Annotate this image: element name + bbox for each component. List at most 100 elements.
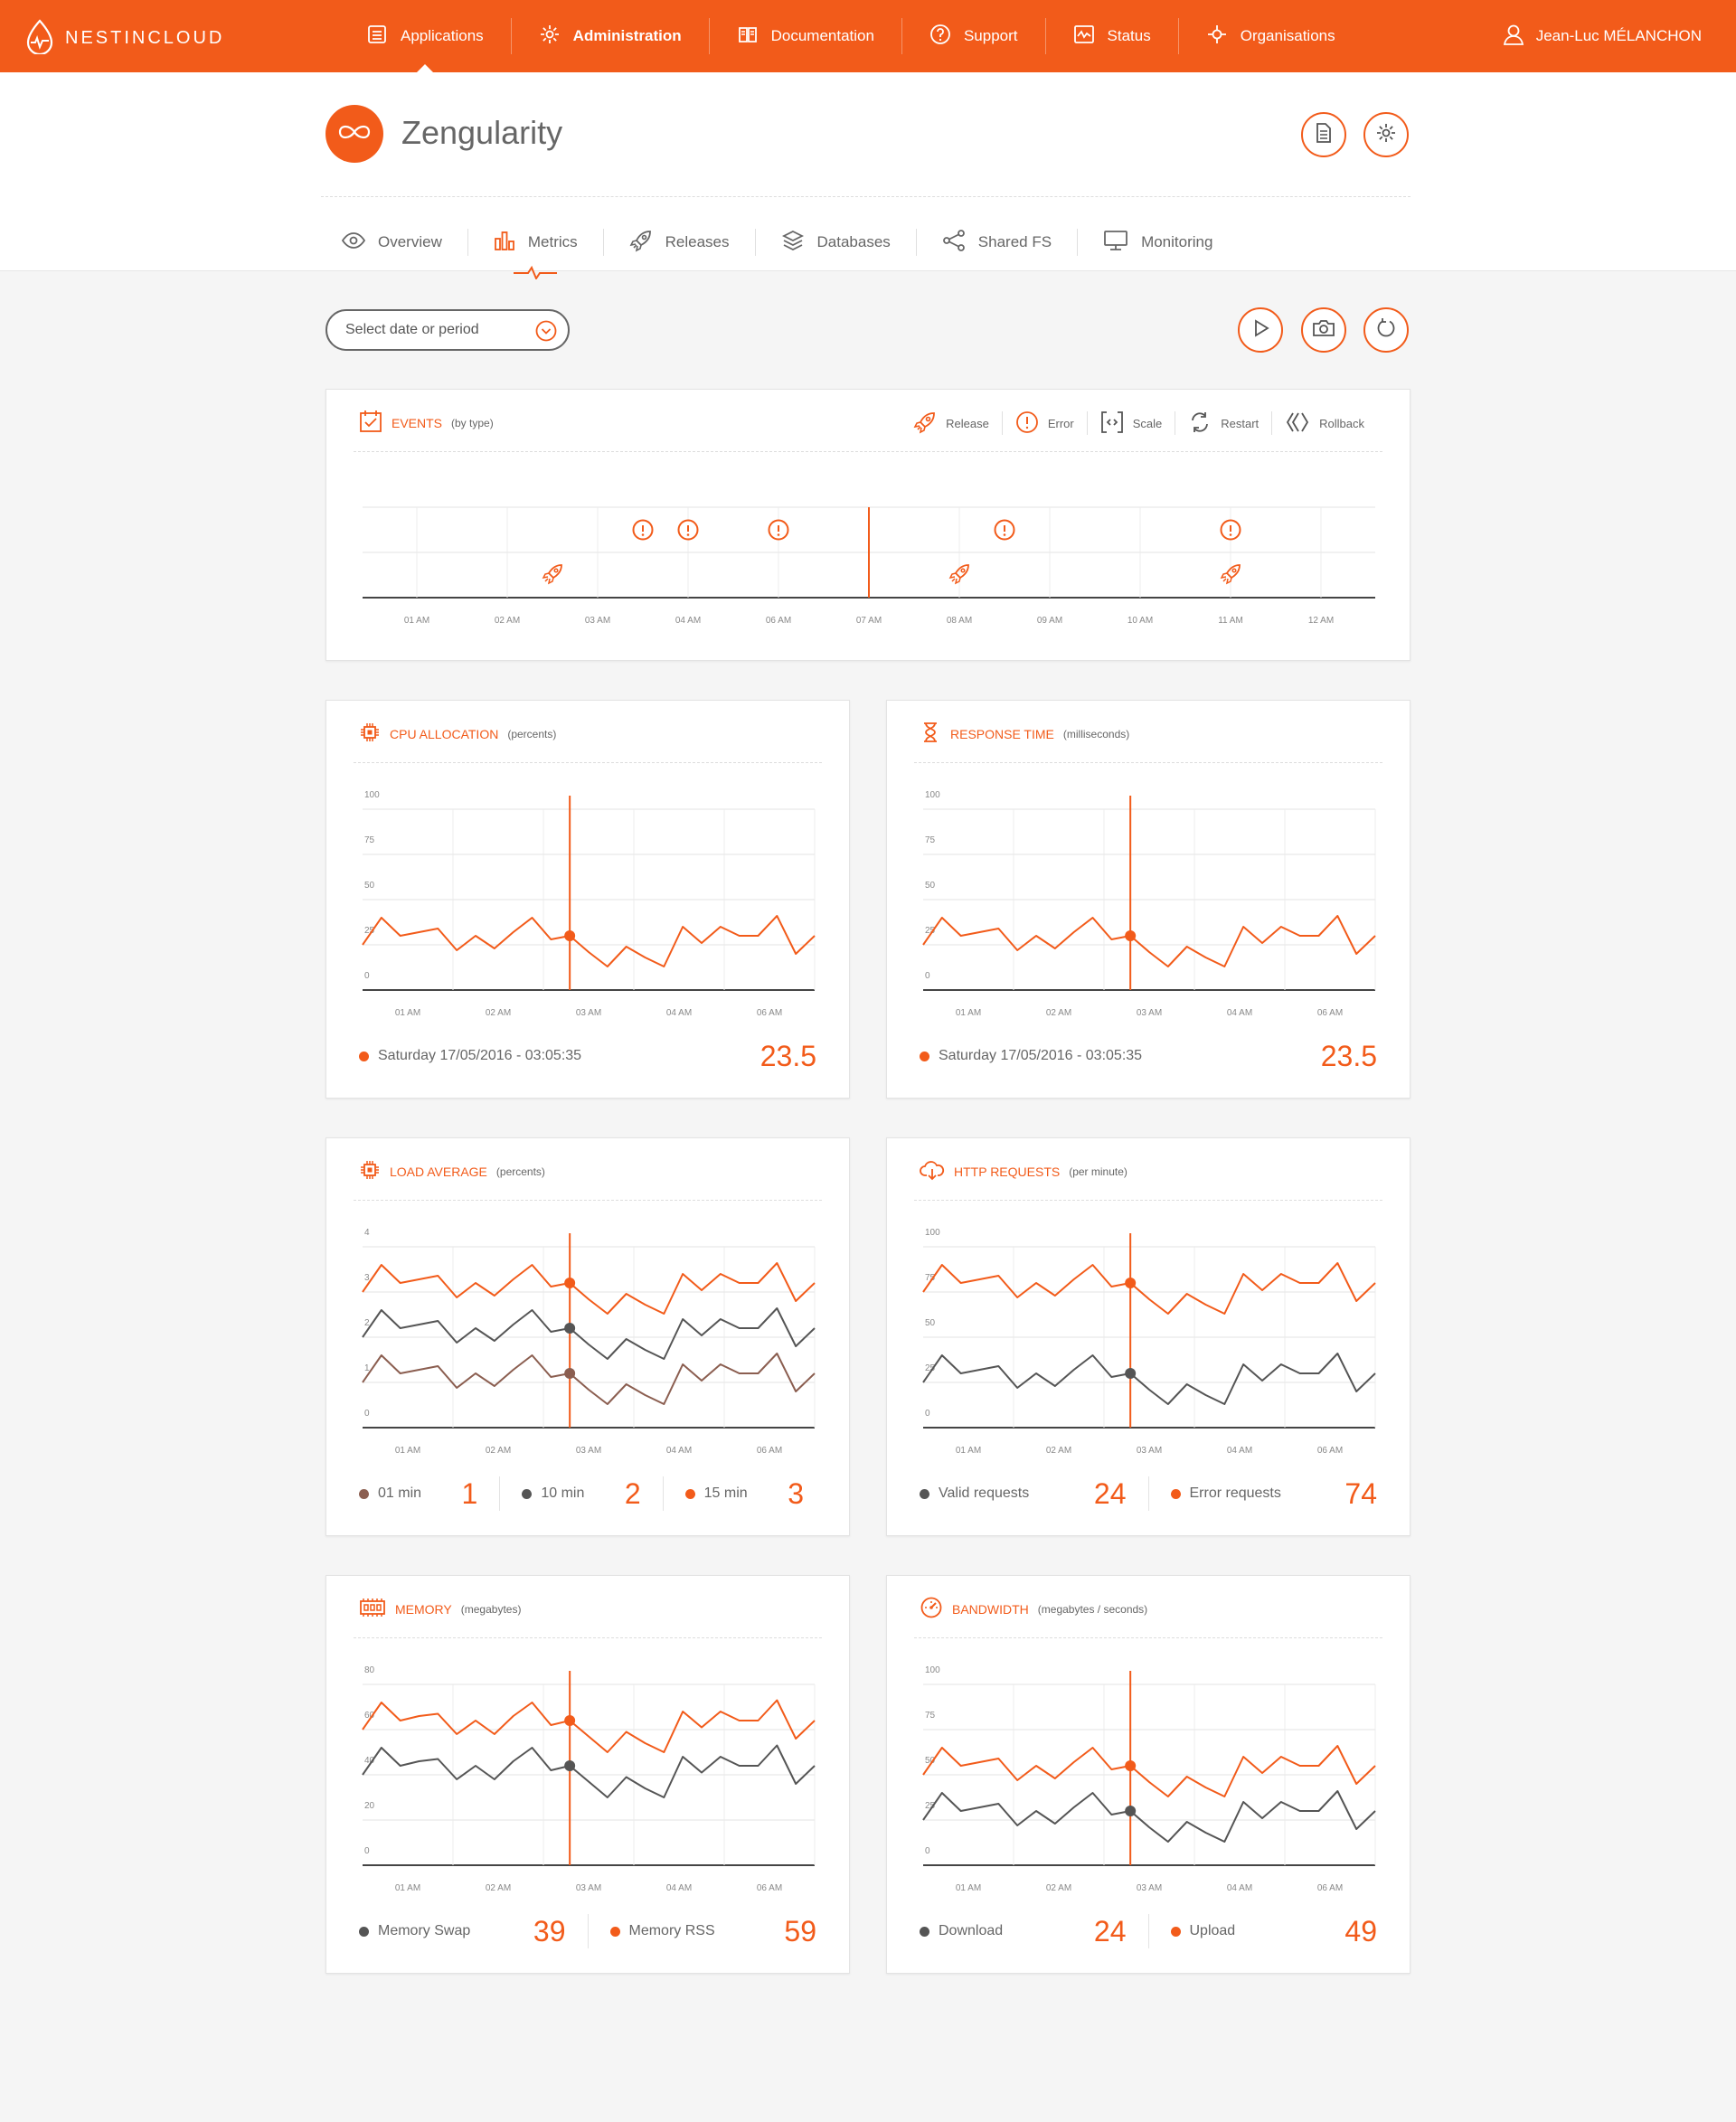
nav-item-applications[interactable]: Applications	[339, 0, 511, 73]
footer-value: 24	[1093, 1476, 1127, 1510]
y-tick-label: 80	[364, 1665, 375, 1675]
events-header: EVENTS (by type)	[359, 410, 1377, 437]
nav-item-administration[interactable]: Administration	[512, 0, 709, 72]
footer-stat: Download 24	[920, 1915, 1139, 1948]
cursor-point	[564, 1368, 576, 1379]
footer-stat: Memory Swap 39	[359, 1915, 579, 1948]
scale-icon	[1100, 410, 1124, 437]
x-tick-label: 02 AM	[1046, 1446, 1071, 1456]
x-tick-label: 01 AM	[395, 1008, 420, 1018]
legend-restart[interactable]: Restart	[1175, 410, 1271, 437]
footer-value: 23.5	[760, 1039, 816, 1072]
release-marker-window	[1231, 568, 1237, 573]
http-requests-chart: 100 75 50 25 0 01 AM 02 AM 03 AM 04 AM 06 AM	[922, 1228, 1376, 1456]
app-document-button[interactable]	[1301, 112, 1346, 157]
main-nav: Applications Administration Documentatio…	[339, 0, 1363, 73]
legend-rollback[interactable]: Rollback	[1272, 410, 1377, 437]
response-time-card: RESPONSE TIME (milliseconds) 100 75 50 25 0 0…	[886, 700, 1410, 1099]
tab-overview[interactable]: Overview	[316, 222, 467, 262]
nav-item-documentation[interactable]: Documentation	[710, 0, 901, 72]
user-icon	[1502, 23, 1525, 51]
footer-value: 49	[1344, 1914, 1377, 1948]
footer-separator	[1147, 1476, 1149, 1511]
card-footer: Memory Swap 39 Memory RSS 59	[359, 1913, 816, 1949]
cursor-point	[564, 1278, 576, 1288]
footer-label: 15 min	[703, 1485, 748, 1501]
x-tick-label: 02 AM	[486, 1883, 511, 1893]
series-line	[922, 1790, 1376, 1843]
series-line	[922, 1262, 1376, 1315]
y-tick-label: 0	[925, 971, 930, 981]
y-tick-label: 0	[364, 1409, 370, 1419]
legend-scale[interactable]: Scale	[1088, 410, 1175, 437]
refresh-button[interactable]	[1363, 307, 1409, 353]
nav-item-status[interactable]: Status	[1046, 0, 1178, 72]
release-event-marker	[948, 564, 969, 585]
card-footer: 01 min 1 10 min 2 15 min 3	[359, 1476, 816, 1512]
series-dot	[522, 1488, 533, 1499]
y-tick-label: 1	[364, 1363, 370, 1373]
app-settings-button[interactable]	[1363, 112, 1409, 157]
x-tick-label: 06 AM	[1317, 1883, 1343, 1893]
nav-item-support[interactable]: Support	[902, 0, 1045, 72]
series-line	[362, 1353, 816, 1405]
x-tick-label: 02 AM	[495, 616, 520, 626]
y-tick-label: 100	[364, 790, 380, 800]
x-tick-label: 03 AM	[576, 1446, 601, 1456]
tab-shared-fs[interactable]: Shared FS	[917, 222, 1077, 262]
tab-releases[interactable]: Releases	[604, 222, 755, 262]
release-marker-fins	[542, 572, 554, 585]
period-select[interactable]: Select date or period	[326, 309, 570, 351]
events-timeline: 01 AM 02 AM 03 AM 04 AM 06 AM 07 AM 08 AM 09 AM…	[363, 506, 1375, 626]
legend-label: Rollback	[1319, 416, 1364, 430]
tab-databases[interactable]: Databases	[756, 222, 916, 262]
cursor-point	[564, 1760, 576, 1771]
x-tick-label: 06 AM	[1317, 1446, 1343, 1456]
network-icon	[1206, 24, 1228, 50]
card-header: CPU ALLOCATION (percents)	[359, 721, 816, 748]
y-tick-label: 0	[364, 1846, 370, 1856]
card-footer: Valid requests 24 Error requests 74	[920, 1476, 1377, 1512]
tab-label: Shared FS	[977, 233, 1052, 250]
footer-stat: 01 min 1	[359, 1477, 490, 1511]
user-menu[interactable]: Jean-Luc MÉLANCHON	[1502, 0, 1702, 72]
nav-item-organisations[interactable]: Organisations	[1179, 0, 1363, 72]
snapshot-button[interactable]	[1301, 307, 1346, 353]
release-marker-fins	[948, 572, 961, 585]
http-requests-card: HTTP REQUESTS (per minute) 100 75 50 25 0 01 …	[886, 1137, 1410, 1536]
cpu-allocation-card: CPU ALLOCATION (percents) 100 75 50 25 0 01 A…	[326, 700, 850, 1099]
legend-error[interactable]: Error	[1003, 410, 1087, 437]
card-divider	[354, 1200, 822, 1201]
tab-metrics[interactable]: Metrics	[468, 222, 603, 281]
footer-stat: 15 min 3	[684, 1477, 816, 1511]
brand-name: NESTINCLOUD	[65, 28, 225, 48]
tab-monitoring[interactable]: Monitoring	[1078, 222, 1238, 262]
tab-separator	[754, 229, 756, 256]
y-tick-label: 75	[925, 1273, 936, 1283]
hourglass-icon	[920, 721, 941, 748]
release-marker-body	[954, 564, 969, 580]
brand[interactable]: NESTINCLOUD	[25, 18, 224, 59]
legend-separator	[1086, 411, 1088, 435]
x-tick-label: 07 AM	[856, 616, 882, 626]
x-tick-label: 10 AM	[1127, 616, 1153, 626]
document-icon	[1314, 122, 1334, 148]
x-tick-label: 03 AM	[1137, 1883, 1162, 1893]
footer-stat: Error requests 74	[1170, 1477, 1377, 1511]
release-marker-body	[547, 564, 562, 580]
play-button[interactable]	[1238, 307, 1283, 353]
release-marker-window	[960, 568, 966, 573]
card-divider	[914, 762, 1382, 763]
rocket-icon	[913, 410, 937, 437]
camera-icon	[1312, 318, 1335, 343]
footer-value: 1	[461, 1476, 478, 1510]
cursor-point	[564, 1323, 576, 1334]
nav-label: Administration	[572, 27, 682, 44]
footer-label: 01 min	[378, 1485, 422, 1501]
y-tick-label: 50	[925, 881, 936, 891]
y-tick-label: 25	[364, 926, 375, 936]
legend-release[interactable]: Release	[901, 410, 1002, 437]
footer-value: 2	[624, 1476, 641, 1510]
footer-value: 24	[1093, 1914, 1127, 1948]
play-icon	[1250, 318, 1270, 343]
